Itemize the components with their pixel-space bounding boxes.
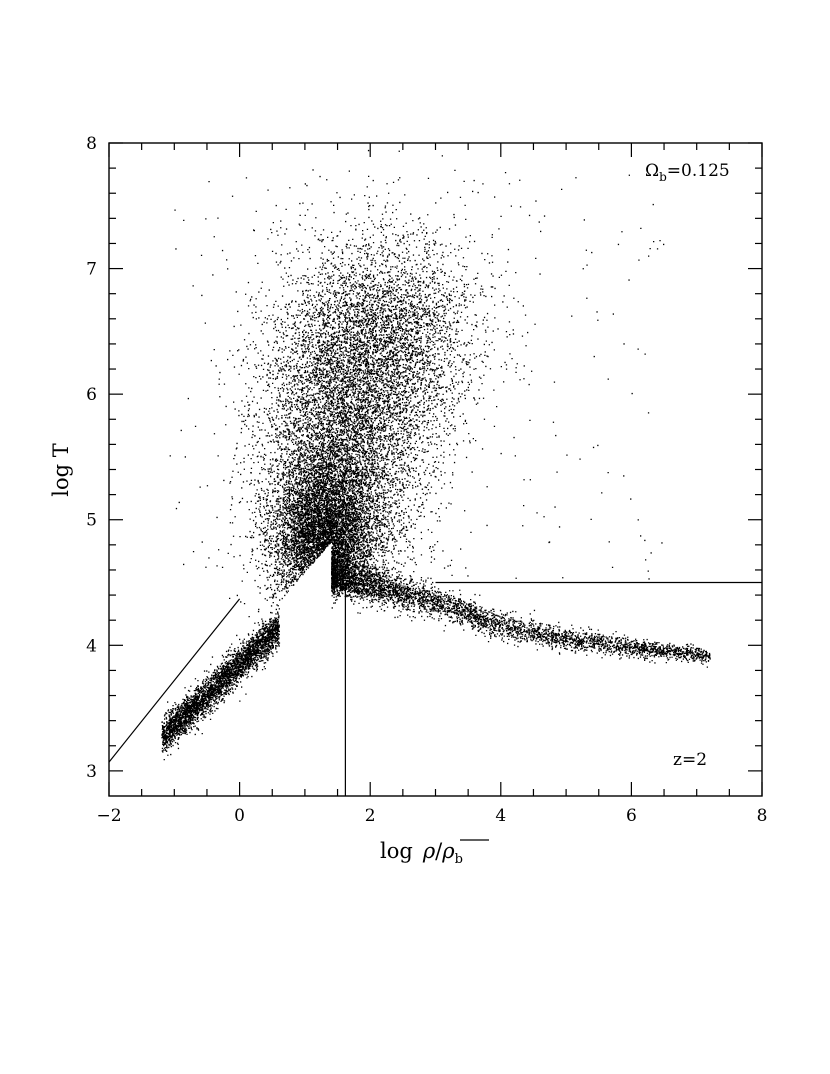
reference-lines	[108, 581, 762, 796]
omega-annotation: Ωb=0.125	[645, 161, 730, 184]
x-tick-label: 8	[757, 806, 768, 826]
x-axis-title: log ρ/ρb	[380, 839, 489, 867]
x-axis-title-rho-bar: ρ	[441, 839, 455, 863]
scatter-points	[161, 149, 711, 761]
y-tick-label: 3	[86, 762, 97, 782]
x-tick-label: 4	[495, 806, 506, 826]
y-axis-title: log T	[49, 443, 73, 496]
omega-subscript: b	[659, 170, 667, 184]
reference-line-diagonal	[108, 598, 241, 763]
y-tick-label: 7	[86, 260, 97, 280]
x-tick-label: 6	[626, 806, 637, 826]
x-tick-label: −2	[96, 806, 121, 826]
omega-value: =0.125	[667, 161, 730, 181]
x-axis-title-slash: /	[435, 839, 443, 863]
tick-labels: −2 0 2 4 6 8 3 4 5 6 7 8	[86, 134, 767, 826]
x-axis-title-subscript: b	[455, 852, 463, 867]
redshift-annotation: z=2	[673, 750, 707, 770]
x-axis-title-rho: ρ	[422, 839, 436, 863]
data-points	[161, 149, 711, 761]
x-axis-title-log: log	[380, 839, 413, 863]
y-tick-label: 5	[86, 511, 97, 531]
x-tick-label: 0	[234, 806, 245, 826]
y-tick-label: 6	[86, 385, 97, 405]
axis-ticks	[108, 142, 763, 796]
y-tick-label: 8	[86, 134, 97, 154]
x-tick-label: 2	[365, 806, 376, 826]
omega-symbol: Ω	[645, 161, 659, 181]
y-tick-label: 4	[86, 636, 97, 656]
